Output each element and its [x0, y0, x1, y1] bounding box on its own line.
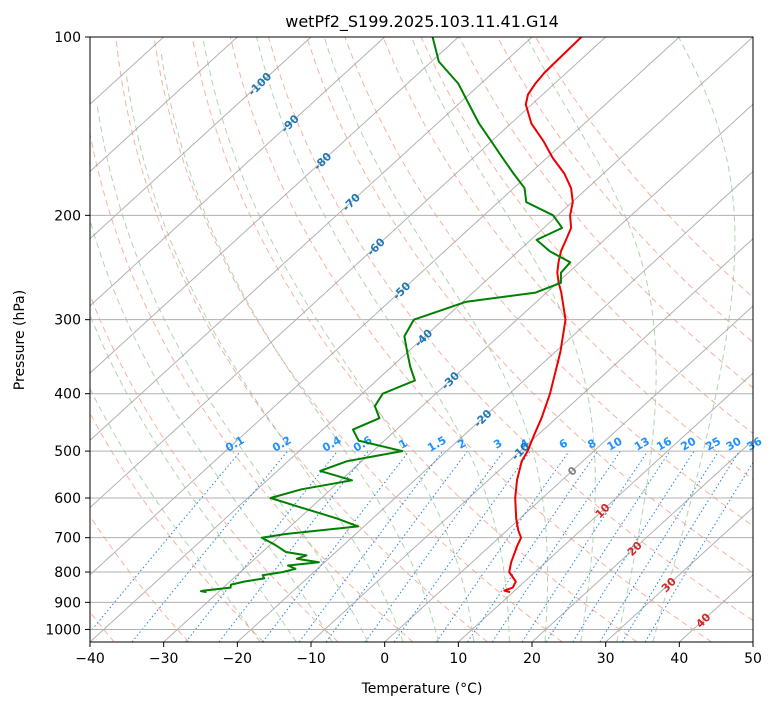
- x-tick-label: 30: [597, 651, 615, 667]
- isotherm: [384, 305, 753, 642]
- mixing-ratio-line: [90, 450, 242, 633]
- mixing-ratio-line: [545, 450, 671, 642]
- x-tick-label: 10: [449, 651, 467, 667]
- mixing-ratio-label: 8: [585, 437, 598, 452]
- mixing-ratio-line: [521, 450, 649, 642]
- moist-adiabat: [202, 37, 475, 642]
- x-tick-label: 0: [380, 651, 389, 667]
- moist-adiabat: [125, 72, 404, 642]
- moist-adiabat: [411, 37, 596, 642]
- y-tick-label: 700: [54, 531, 81, 547]
- temperature-line: [503, 37, 583, 594]
- chart-title: wetPf2_S199.2025.103.11.41.G14: [285, 12, 559, 32]
- dry-adiabat: [90, 131, 414, 642]
- y-tick-label: 600: [54, 491, 81, 507]
- mixing-ratio-line: [218, 450, 369, 642]
- isotherm-labels: 0.1 0.2 0.4 0.6 1 1.5 2 3 4 6 8 10 13 16 20 25 30 36-100-…: [223, 70, 764, 631]
- mixing-ratio-label: 3: [491, 437, 504, 452]
- isotherm: [752, 641, 753, 642]
- mixing-ratio-line: [298, 450, 444, 642]
- y-tick-label: 500: [54, 444, 81, 460]
- moist-adiabat: [160, 49, 439, 642]
- x-tick-label: −20: [223, 651, 253, 667]
- dewpoint-line: [199, 37, 572, 594]
- x-tick-label: −10: [296, 651, 326, 667]
- x-tick-label: 50: [744, 651, 762, 667]
- dry-adiabat: [535, 37, 753, 298]
- x-tick-label: 20: [523, 651, 541, 667]
- isotherm: [163, 103, 753, 642]
- isotherm: [457, 372, 753, 642]
- y-tick-label: 400: [54, 387, 81, 403]
- mixing-ratio-line: [467, 450, 599, 642]
- x-tick-label: 40: [670, 651, 688, 667]
- y-tick-label: 300: [54, 313, 81, 329]
- isotherm: [90, 37, 607, 509]
- y-tick-label: 1000: [45, 622, 81, 638]
- y-tick-label: 800: [54, 565, 81, 581]
- pressure-grid: [90, 37, 753, 630]
- x-axis: −40 −30 −20 −10 0 10 20 30 40 50: [75, 642, 762, 667]
- mixing-ratio-line: [393, 450, 531, 642]
- mixing-ratio-line: [491, 450, 621, 642]
- dry-adiabat: [496, 37, 753, 344]
- dry-adiabat: [153, 37, 563, 642]
- moist-adiabat: [256, 37, 510, 642]
- dry-adiabat: [344, 37, 753, 527]
- moist-adiabat: [90, 387, 261, 642]
- isotherm: [90, 37, 753, 642]
- isotherm: [90, 37, 238, 173]
- mixing-ratio-label: 2: [455, 437, 468, 452]
- y-tick-label: 900: [54, 595, 81, 611]
- moist-adiabat: [323, 37, 548, 642]
- isotherm: [605, 506, 753, 642]
- dry-adiabat: [420, 37, 753, 435]
- x-axis-label: Temperature (°C): [361, 681, 483, 697]
- y-axis: 100 200 300 400 500 600 700 800 900 1000: [45, 30, 90, 638]
- dry-adiabat: [90, 515, 190, 642]
- moist-adiabat: [96, 104, 369, 642]
- isotherm: [90, 37, 533, 442]
- mixing-ratio-label: 6: [557, 436, 570, 451]
- moist-adiabat: [652, 37, 736, 642]
- dry-adiabat: [115, 37, 488, 642]
- mixing-ratio-line: [185, 450, 338, 642]
- isotherm: [90, 37, 386, 307]
- y-tick-label: 200: [54, 208, 81, 224]
- plot-frame: [89, 36, 754, 643]
- isotherm: [531, 439, 753, 642]
- y-axis-label: Pressure (hPa): [12, 290, 28, 390]
- isotherm: [90, 37, 312, 240]
- mixing-ratio-line: [435, 450, 570, 642]
- isotherm: [310, 237, 753, 642]
- y-tick-label: 100: [54, 30, 81, 46]
- x-tick-label: −30: [149, 651, 179, 667]
- dry-adiabat: [191, 37, 638, 642]
- dry-adiabat: [306, 37, 753, 574]
- profile-lines: [199, 37, 583, 594]
- background-lines: [90, 37, 753, 642]
- dry-adiabat: [90, 412, 264, 642]
- isotherm: [90, 37, 459, 374]
- mixing-ratio-line: [572, 450, 695, 642]
- isotherm: [236, 170, 753, 642]
- mixing-ratio-line: [364, 450, 505, 642]
- mixing-ratio-line: [262, 450, 410, 642]
- x-tick-label: −40: [75, 651, 105, 667]
- dry-adiabat: [382, 37, 753, 481]
- mixing-ratio-line: [131, 450, 288, 642]
- dry-adiabat: [268, 37, 753, 622]
- isotherm: [90, 37, 680, 576]
- mixing-ratio-line: [621, 450, 740, 642]
- mixing-ratio-line: [325, 450, 468, 642]
- moist-adiabat: [90, 218, 333, 642]
